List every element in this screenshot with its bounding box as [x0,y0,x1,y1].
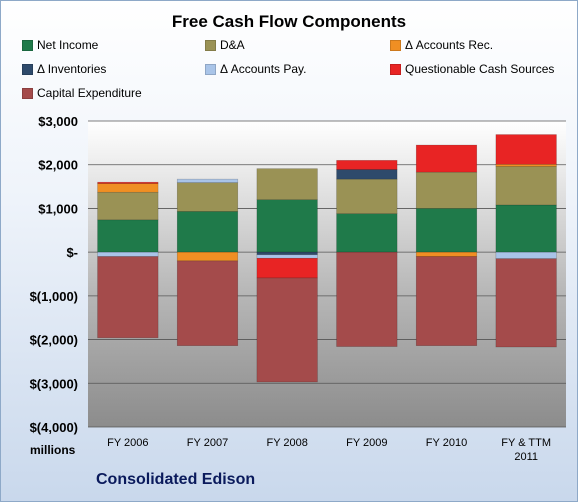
bar-segment [415,208,478,253]
x-tick-label: FY 2010 [426,437,467,449]
units-label: millions [30,443,76,457]
bar-segment [495,251,557,259]
bar-segment [415,251,478,257]
legend-item: Net Income [22,38,98,52]
bar-segment [97,191,159,221]
bar-segment [176,178,239,183]
legend-label: Δ Accounts Rec. [405,38,494,52]
legend-swatch [22,63,33,75]
legend-item: Δ Inventories [22,62,106,76]
bar-segment [256,251,318,256]
bar-segment [256,254,318,259]
y-tick-label: $(4,000) [30,420,78,435]
y-tick-label: $- [66,245,78,260]
legend-label: Δ Inventories [37,62,107,76]
bar-segment [176,251,239,262]
legend-label: D&A [220,38,245,52]
legend-swatch [22,39,33,51]
bar-segment [495,258,557,348]
legend-label: Capital Expenditure [37,86,142,100]
y-tick-label: $(2,000) [30,333,78,348]
bar-segment [495,204,557,253]
bar-segment [415,144,478,173]
legend-item: D&A [205,38,245,52]
legend-item: Δ Accounts Pay. [205,62,307,76]
legend-item: Capital Expenditure [22,86,142,100]
bar-segment [97,183,159,193]
x-tick-label: FY 2008 [266,437,307,449]
bar-segment [256,257,318,279]
legend-item: Δ Accounts Rec. [390,38,493,52]
y-tick-label: $(1,000) [30,289,78,304]
chart-title: Free Cash Flow Components [171,12,407,31]
bar-segment [256,277,318,383]
bar-segment [176,182,239,212]
y-tick-label: $(3,000) [30,376,78,391]
x-tick-label: FY & TTM [501,437,551,449]
bar-segment [495,163,557,167]
legend-swatch [22,87,33,99]
legend-swatch [205,63,216,75]
bar-segment [336,169,398,180]
bar-segment [97,251,159,257]
x-tick-label: FY 2006 [107,437,148,449]
x-tick-label: FY 2009 [346,437,387,449]
y-tick-label: $3,000 [38,114,78,129]
legend-swatch [390,39,401,51]
legend-label: Δ Accounts Pay. [220,62,307,76]
bar-segment [97,181,159,184]
legend-swatch [390,63,401,75]
x-tick-label: FY 2007 [187,437,228,449]
bar-segment [97,256,159,339]
bar-segment [495,134,557,165]
bar-segment [336,251,398,347]
plot-area [88,121,566,427]
bar-segment [336,213,398,253]
bar-segment [97,219,159,253]
bar-segment [256,168,318,200]
company-name: Consolidated Edison [96,471,256,488]
legend-label: Questionable Cash Sources [405,62,555,76]
x-tick-label: 2011 [514,451,538,463]
legend-item: Questionable Cash Sources [390,62,554,76]
y-tick-label: $2,000 [38,158,78,173]
legend-label: Net Income [37,38,99,52]
y-tick-label: $1,000 [38,201,78,216]
bar-segment [336,160,398,170]
bar-segment [495,166,557,206]
bar-segment [176,260,239,346]
bar-segment [415,171,478,209]
bar-segment [415,256,478,346]
legend-swatch [205,39,216,51]
bar-segment [176,211,239,253]
bar-segment [256,199,318,253]
bar-segment [336,178,398,214]
